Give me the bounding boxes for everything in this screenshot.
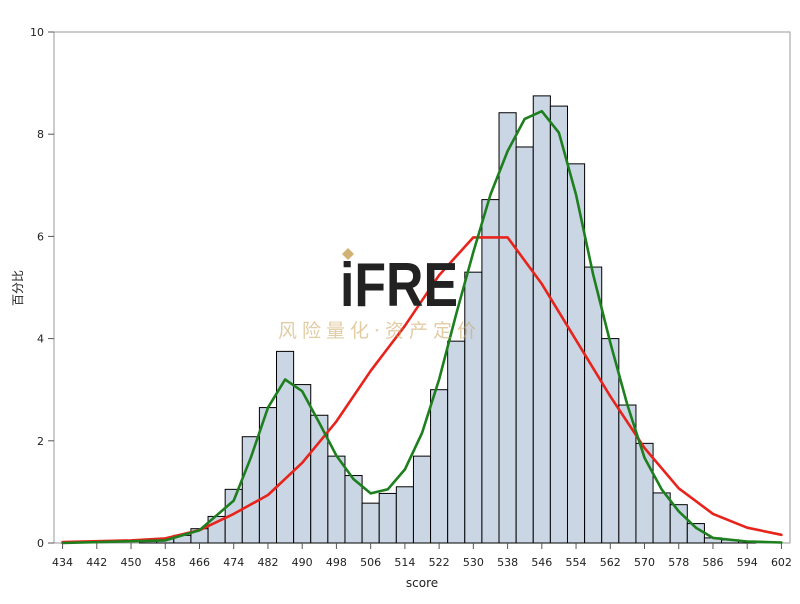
x-tick-label: 530 — [463, 556, 484, 569]
histogram-bar — [378, 492, 397, 544]
x-tick-label: 490 — [292, 556, 313, 569]
x-tick-label: 450 — [121, 556, 142, 569]
x-tick-label: 434 — [52, 556, 73, 569]
y-tick-label: 4 — [37, 333, 44, 346]
x-tick-label: 546 — [531, 556, 552, 569]
histogram-bar — [532, 95, 551, 544]
x-tick-label: 482 — [257, 556, 278, 569]
x-axis: 434 442 450 458 466 474 482 490 498 506 514 522 530 5… — [52, 543, 792, 569]
kernel-density-curve — [61, 109, 783, 545]
x-tick-label: 522 — [429, 556, 450, 569]
x-tick-label: 602 — [771, 556, 792, 569]
y-tick-label: 2 — [37, 435, 44, 448]
y-tick-label: 8 — [37, 128, 44, 141]
histogram-bar — [515, 146, 534, 544]
tagline-watermark: 风险量化·资产定价 — [278, 320, 482, 342]
x-tick-label: 570 — [634, 556, 655, 569]
y-axis: 0 2 4 6 8 10 — [30, 26, 54, 550]
histogram-bar — [549, 105, 568, 544]
x-tick-label: 442 — [86, 556, 107, 569]
histogram-bar — [481, 199, 500, 544]
x-axis-title: score — [406, 576, 438, 590]
histogram-bar — [327, 455, 346, 544]
x-tick-label: 498 — [326, 556, 347, 569]
x-tick-label: 538 — [497, 556, 518, 569]
y-tick-label: 6 — [37, 230, 44, 243]
x-tick-label: 586 — [702, 556, 723, 569]
diamond-icon — [342, 248, 354, 260]
x-tick-label: 594 — [737, 556, 758, 569]
y-tick-label: 0 — [37, 537, 44, 550]
y-tick-label: 10 — [30, 26, 44, 39]
x-tick-label: 562 — [600, 556, 621, 569]
y-axis-title: 百分比 — [11, 270, 25, 306]
normal-density-curve — [61, 236, 783, 544]
brand-text: iFRE — [340, 251, 458, 316]
curves-layer — [61, 109, 783, 545]
histogram-bar — [584, 266, 603, 544]
x-tick-label: 506 — [360, 556, 381, 569]
x-tick-label: 474 — [223, 556, 244, 569]
histogram-bar — [652, 492, 671, 544]
x-tick-label: 578 — [668, 556, 689, 569]
histogram-bar — [430, 389, 449, 544]
x-tick-label: 466 — [189, 556, 210, 569]
histogram-bar — [361, 502, 380, 544]
x-tick-label: 458 — [155, 556, 176, 569]
x-tick-label: 514 — [394, 556, 415, 569]
histogram-bar — [412, 455, 432, 544]
ifre-logo-watermark: iFRE — [340, 246, 470, 320]
histogram-bar — [395, 486, 414, 544]
histogram-bar — [241, 436, 260, 544]
histogram-bar — [498, 112, 517, 544]
x-tick-label: 554 — [566, 556, 587, 569]
histogram-bar — [447, 340, 466, 544]
